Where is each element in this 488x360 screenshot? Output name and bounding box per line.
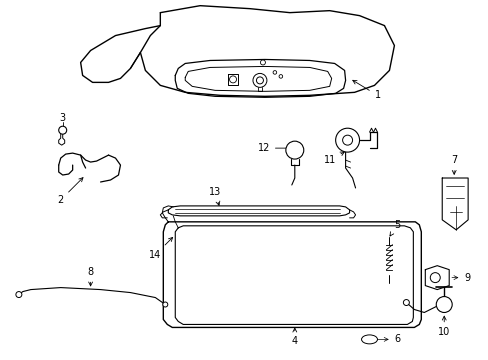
- Circle shape: [252, 73, 266, 87]
- Text: 9: 9: [451, 273, 469, 283]
- Circle shape: [403, 300, 408, 306]
- Circle shape: [163, 302, 167, 307]
- Circle shape: [260, 60, 265, 65]
- Circle shape: [279, 75, 282, 78]
- Text: 4: 4: [291, 328, 297, 346]
- Circle shape: [229, 76, 236, 83]
- Ellipse shape: [361, 335, 377, 344]
- Circle shape: [335, 128, 359, 152]
- Text: 2: 2: [58, 177, 83, 205]
- Text: 1: 1: [352, 80, 380, 100]
- Text: 10: 10: [437, 316, 449, 337]
- Circle shape: [342, 135, 352, 145]
- Circle shape: [429, 273, 439, 283]
- Text: 7: 7: [450, 155, 456, 174]
- Text: 6: 6: [371, 334, 400, 345]
- Text: 3: 3: [60, 113, 65, 123]
- Circle shape: [59, 126, 66, 134]
- Text: 12: 12: [257, 143, 290, 153]
- Text: 11: 11: [323, 152, 344, 165]
- Circle shape: [272, 71, 276, 74]
- Circle shape: [16, 292, 22, 298]
- Text: 5: 5: [389, 220, 400, 236]
- Text: 13: 13: [208, 187, 221, 205]
- Circle shape: [285, 141, 303, 159]
- Text: 8: 8: [87, 267, 94, 286]
- Circle shape: [435, 297, 451, 312]
- Text: 14: 14: [149, 237, 172, 260]
- Circle shape: [256, 77, 263, 84]
